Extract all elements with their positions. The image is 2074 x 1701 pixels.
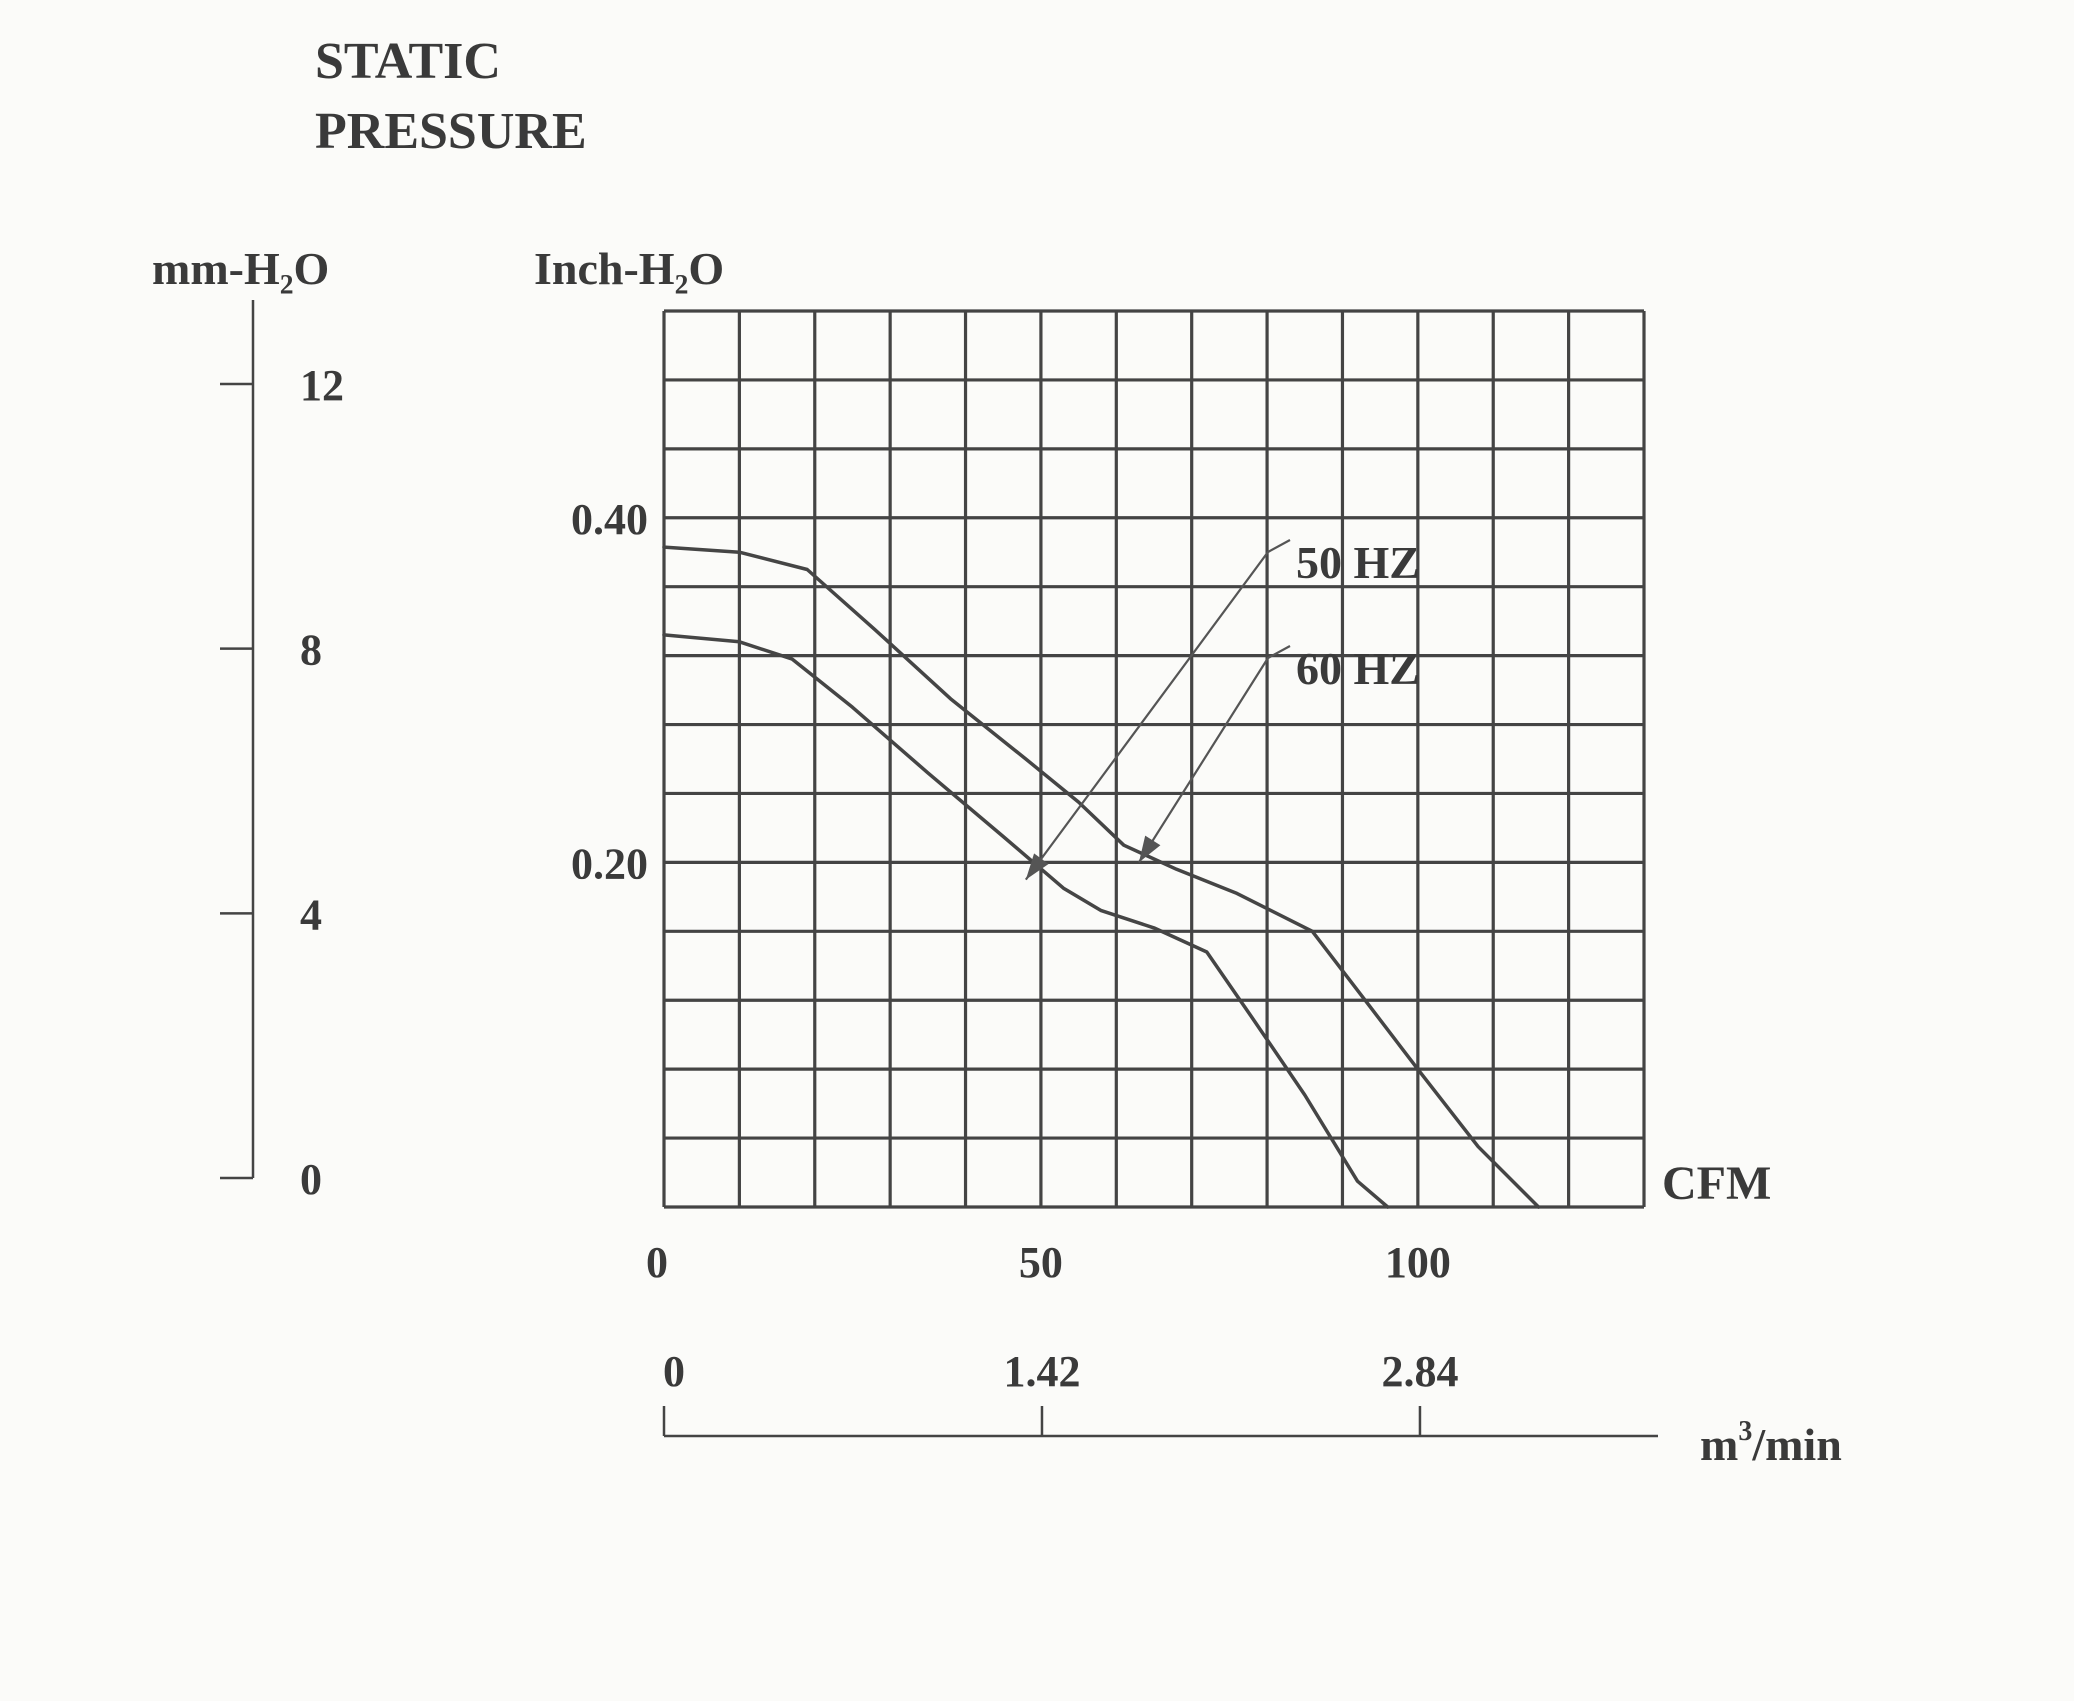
- cfm-axis-label: CFM: [1662, 1157, 1771, 1210]
- plot-grid: [662, 309, 1646, 1209]
- m3-min-axis-label: m3/min: [1700, 1416, 1842, 1470]
- mm-h2o-tick-label: 12: [300, 361, 344, 410]
- m3-min-tick-label: 2.84: [1381, 1347, 1458, 1396]
- mm-h2o-tick-label: 8: [300, 626, 322, 675]
- series-lines: [662, 545, 1541, 1209]
- series-line-50hz: [662, 633, 1390, 1209]
- m3-min-tick-label: 0: [663, 1347, 685, 1396]
- mm-h2o-tick-label: 4: [300, 890, 322, 939]
- chart-title-line-1: STATIC: [315, 33, 501, 90]
- annotation-leader: [1137, 645, 1291, 863]
- series-line-60hz: [662, 545, 1541, 1209]
- x-tick-label: 0: [646, 1238, 668, 1287]
- annotation-label-50hz: 50 HZ: [1296, 537, 1420, 588]
- m3-min-axis: 0 1.42 2.84 m3/min: [662, 1347, 1842, 1470]
- mm-h2o-axis: mm-H₂O 0 4 8 12: [152, 243, 344, 1204]
- x-tick-labels: 0 50 100: [646, 1238, 1451, 1287]
- annotation-leader: [1024, 539, 1291, 881]
- m3-min-label-sup: 3: [1738, 1416, 1752, 1447]
- inch-h2o-axis-label: Inch-H₂O: [534, 243, 724, 294]
- annotation-label-60hz: 60 HZ: [1296, 643, 1420, 694]
- m3-min-tick-label: 1.42: [1003, 1347, 1080, 1396]
- y-tick-labels: 0.20 0.40: [571, 495, 648, 889]
- chart-title-line-2: PRESSURE: [315, 103, 587, 160]
- m3-min-label-rest: /min: [1751, 1419, 1841, 1470]
- y-tick-label: 0.20: [571, 839, 648, 888]
- annotation-arrowhead: [1025, 853, 1049, 880]
- x-tick-label: 50: [1019, 1238, 1063, 1287]
- x-tick-label: 100: [1385, 1238, 1451, 1287]
- y-tick-label: 0.40: [571, 495, 648, 544]
- mm-h2o-axis-label: mm-H₂O: [152, 243, 329, 294]
- annotation-arrowhead: [1138, 835, 1161, 863]
- series-annotations: 50 HZ 60 HZ: [1024, 537, 1420, 881]
- mm-h2o-tick-label: 0: [300, 1155, 322, 1204]
- m3-min-label-base: m: [1700, 1419, 1738, 1470]
- chart-title: STATIC PRESSURE: [315, 33, 587, 160]
